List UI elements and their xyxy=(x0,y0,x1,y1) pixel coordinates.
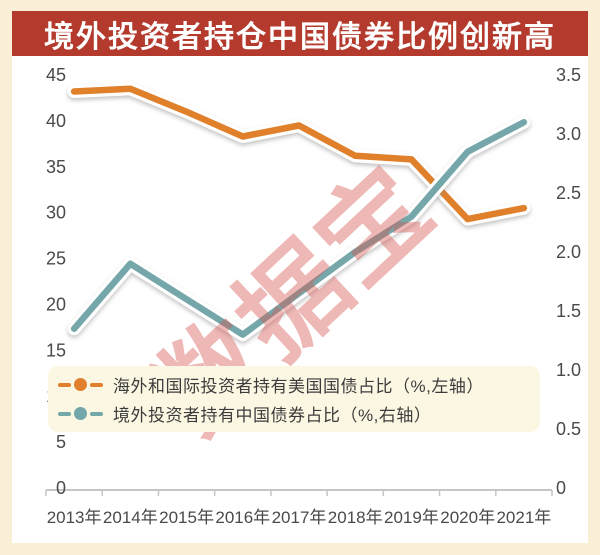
x-axis-label: 2017年 xyxy=(272,508,327,527)
left-axis-label: 0 xyxy=(56,478,66,498)
legend-dash-icon xyxy=(58,382,71,387)
x-axis-label: 2015年 xyxy=(159,508,214,527)
series-layer xyxy=(67,82,531,342)
right-axis-label: 1.0 xyxy=(556,360,581,380)
left-axis-label: 25 xyxy=(46,249,66,269)
legend-item-china-bonds: 境外投资者持有中国债券占比（%,右轴） xyxy=(56,401,540,427)
series-line-casing xyxy=(67,115,531,342)
x-axis-label: 2020年 xyxy=(440,508,495,527)
axes-layer: 2013年 2014年 2015年 2016年 2017年 2018年 2019年 2020年… xyxy=(45,65,581,527)
legend-dot-icon xyxy=(74,407,87,420)
right-axis-label: 1.5 xyxy=(556,301,581,321)
legend-marker-teal xyxy=(56,407,105,420)
legend-box: 海外和国际投资者持有美国国债占比（%,左轴） 境外投资者持有中国债券占比（%,右… xyxy=(48,366,540,432)
left-axis-label: 30 xyxy=(46,203,66,223)
right-axis-label: 0.5 xyxy=(556,419,581,439)
left-axis-label: 40 xyxy=(46,111,66,131)
series-line xyxy=(70,85,528,223)
series-line-casing xyxy=(67,82,531,226)
x-axis-label: 2013年 xyxy=(47,508,102,527)
legend-label: 境外投资者持有中国债券占比（%,右轴） xyxy=(113,406,432,425)
x-axis-label: 2014年 xyxy=(103,508,158,527)
x-axis-label: 2018年 xyxy=(328,508,383,527)
right-axis-label: 2.0 xyxy=(556,242,581,262)
right-axis-label: 0 xyxy=(556,478,566,498)
x-axis-label: 2016年 xyxy=(215,508,270,527)
left-axis-label: 45 xyxy=(46,65,66,85)
title-bar: 境外投资者持仓中国债券比例创新高 xyxy=(12,11,588,56)
series-china-bonds xyxy=(67,115,531,342)
right-axis-label: 3.5 xyxy=(556,65,581,85)
left-axis-label: 5 xyxy=(56,432,66,452)
right-axis-label: 2.5 xyxy=(556,183,581,203)
legend-dash-icon xyxy=(58,411,71,416)
legend-marker-orange xyxy=(56,378,105,391)
x-axis-label: 2021年 xyxy=(496,508,551,527)
left-axis-label: 15 xyxy=(46,340,66,360)
legend-dash-icon xyxy=(90,411,103,416)
legend-item-us-treasury: 海外和国际投资者持有美国国债占比（%,左轴） xyxy=(56,372,540,398)
legend-label: 海外和国际投资者持有美国国债占比（%,左轴） xyxy=(113,377,484,396)
legend-dot-icon xyxy=(74,378,87,391)
series-us-treasury xyxy=(67,82,531,226)
left-axis-label: 20 xyxy=(46,294,66,314)
x-axis-label: 2019年 xyxy=(384,508,439,527)
series-line xyxy=(70,118,528,338)
left-axis-label: 35 xyxy=(46,157,66,177)
legend-dash-icon xyxy=(90,382,103,387)
page-title: 境外投资者持仓中国债券比例创新高 xyxy=(44,20,556,54)
right-axis-label: 3.0 xyxy=(556,124,581,144)
